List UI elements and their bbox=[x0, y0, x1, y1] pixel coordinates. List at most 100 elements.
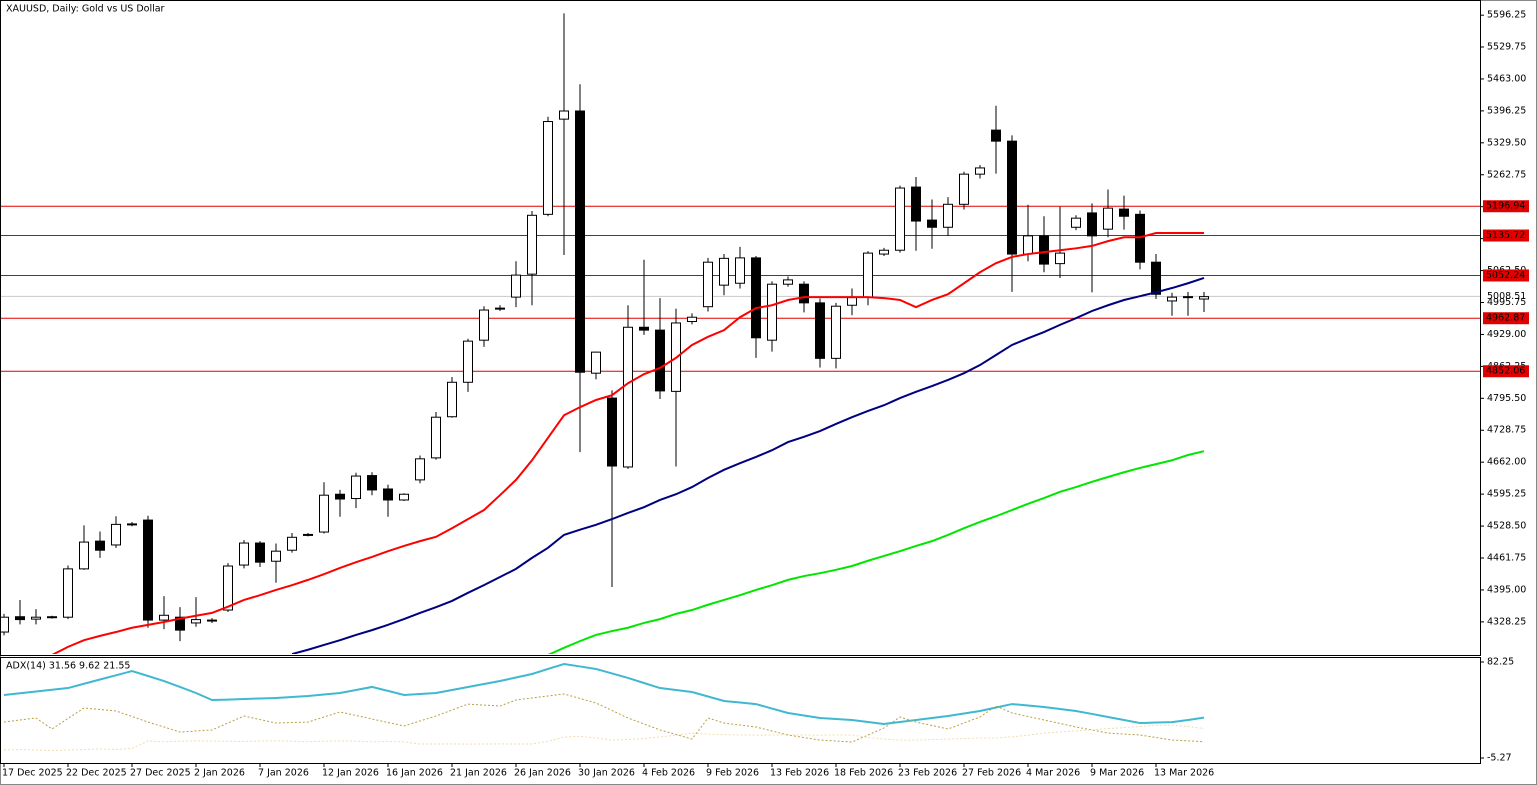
y-tick-label: -5.27 bbox=[1487, 753, 1512, 764]
candle-body bbox=[1183, 296, 1193, 299]
level-label: 5052.24 bbox=[1486, 270, 1525, 281]
indicator-line bbox=[3, 724, 1205, 752]
x-tick-label: 18 Feb 2026 bbox=[834, 768, 893, 779]
level-label: 5196.94 bbox=[1486, 201, 1525, 212]
candle-body bbox=[143, 519, 153, 621]
candle-body bbox=[879, 249, 889, 255]
candle-body bbox=[703, 261, 713, 308]
candle-body bbox=[1103, 207, 1113, 230]
candle-body bbox=[655, 329, 665, 392]
candle-body bbox=[831, 305, 841, 359]
x-tick-label: 4 Feb 2026 bbox=[642, 768, 695, 779]
candle-body bbox=[351, 475, 361, 500]
candle-body bbox=[47, 616, 57, 619]
candle-body bbox=[271, 550, 281, 562]
x-tick-label: 27 Feb 2026 bbox=[962, 768, 1021, 779]
candle-body bbox=[111, 523, 121, 546]
candle-body bbox=[31, 616, 41, 620]
indicator-line bbox=[3, 693, 1205, 743]
candle-body bbox=[383, 488, 393, 501]
adx-panel bbox=[0, 657, 1481, 764]
x-tick-label: 26 Jan 2026 bbox=[514, 768, 571, 779]
candle-body bbox=[79, 541, 89, 570]
candle-body bbox=[751, 257, 761, 339]
candle-body bbox=[495, 307, 505, 310]
candle-body bbox=[399, 493, 409, 501]
y-tick-label: 5329.50 bbox=[1487, 137, 1526, 148]
y-tick-label: 4528.50 bbox=[1487, 521, 1526, 532]
candle-body bbox=[1151, 261, 1161, 295]
candle-body bbox=[191, 619, 201, 624]
main-panel bbox=[0, 0, 1481, 656]
y-tick-label: 4461.75 bbox=[1487, 552, 1526, 563]
candle-body bbox=[863, 252, 873, 298]
candle-body bbox=[1087, 212, 1097, 237]
candle-body bbox=[575, 110, 585, 373]
y-tick-label: 4929.00 bbox=[1487, 329, 1526, 340]
level-tag bbox=[1483, 269, 1529, 282]
level-tag bbox=[1483, 229, 1529, 242]
x-tick-label: 9 Mar 2026 bbox=[1090, 768, 1144, 779]
candle-body bbox=[895, 187, 905, 251]
y-tick-label: 5596.25 bbox=[1487, 10, 1526, 21]
x-tick-label: 2 Jan 2026 bbox=[194, 768, 245, 779]
candle-body bbox=[1023, 235, 1033, 255]
candle-body bbox=[431, 416, 441, 459]
y-tick-label: 4395.00 bbox=[1487, 584, 1526, 595]
x-tick-label: 21 Jan 2026 bbox=[450, 768, 507, 779]
y-tick-label: 4328.25 bbox=[1487, 616, 1526, 627]
candle-body bbox=[527, 214, 537, 275]
x-tick-label: 13 Feb 2026 bbox=[770, 768, 829, 779]
axes: 5596.25 5529.75 5463.00 5396.25 5329.50 5262.… bbox=[2, 10, 1529, 779]
y-tick-label: 4662.00 bbox=[1487, 457, 1526, 468]
x-tick-label: 9 Feb 2026 bbox=[706, 768, 759, 779]
candle-body bbox=[159, 614, 169, 621]
level-label: 5135.72 bbox=[1486, 230, 1525, 241]
indicator-title: ADX(14) 31.56 9.62 21.55 bbox=[6, 661, 130, 672]
candle-body bbox=[607, 397, 617, 467]
x-tick-label: 27 Dec 2025 bbox=[130, 768, 191, 779]
candle-body bbox=[255, 542, 265, 563]
x-tick-label: 4 Mar 2026 bbox=[1026, 768, 1080, 779]
y-tick-label: 82.25 bbox=[1487, 656, 1514, 667]
bid-label: 5008.51 bbox=[1487, 291, 1526, 302]
y-tick-label: 4728.75 bbox=[1487, 425, 1526, 436]
candle-body bbox=[335, 493, 345, 500]
chart-title: XAUUSD, Daily: Gold vs US Dollar bbox=[6, 4, 165, 15]
level-tag bbox=[1483, 365, 1529, 378]
candle-body bbox=[1039, 235, 1049, 265]
candle-body bbox=[207, 619, 217, 622]
candle-body bbox=[1167, 296, 1177, 302]
candle-body bbox=[815, 302, 825, 359]
x-tick-label: 17 Dec 2025 bbox=[2, 768, 63, 779]
x-tick-label: 16 Jan 2026 bbox=[386, 768, 443, 779]
candle-body bbox=[959, 173, 969, 205]
candle-body bbox=[1199, 296, 1209, 300]
level-tag bbox=[1483, 312, 1529, 325]
indicator-line bbox=[51, 232, 1204, 654]
x-tick-label: 12 Jan 2026 bbox=[322, 768, 379, 779]
candle-body bbox=[303, 533, 313, 536]
x-tick-label: 30 Jan 2026 bbox=[578, 768, 635, 779]
candle-body bbox=[1071, 217, 1081, 228]
candle-body bbox=[783, 279, 793, 285]
x-tick-label: 23 Feb 2026 bbox=[898, 768, 957, 779]
candle-body bbox=[511, 274, 521, 298]
y-tick-label: 4795.50 bbox=[1487, 393, 1526, 404]
y-tick-label: 5529.75 bbox=[1487, 42, 1526, 53]
candle-body bbox=[1055, 252, 1065, 265]
candle-body bbox=[767, 283, 777, 341]
candle-body bbox=[559, 110, 569, 120]
y-tick-label: 5396.25 bbox=[1487, 105, 1526, 116]
y-tick-label: 4595.25 bbox=[1487, 489, 1526, 500]
indicator-line bbox=[547, 450, 1205, 654]
candle-body bbox=[367, 475, 377, 491]
candle-body bbox=[847, 297, 857, 306]
candle-body bbox=[479, 309, 489, 341]
indicator-line bbox=[291, 277, 1205, 654]
candle-body bbox=[799, 283, 809, 304]
y-tick-label: 5262.75 bbox=[1487, 169, 1526, 180]
candle-body bbox=[1119, 208, 1129, 217]
candle-body bbox=[63, 568, 73, 618]
